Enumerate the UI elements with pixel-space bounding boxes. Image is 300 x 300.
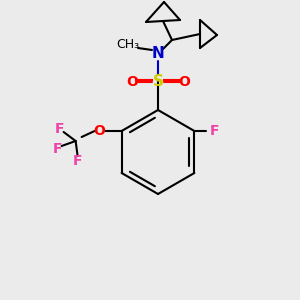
Text: N: N	[152, 46, 164, 62]
Text: O: O	[126, 75, 138, 89]
Text: O: O	[178, 75, 190, 89]
Text: F: F	[210, 124, 219, 138]
Text: F: F	[73, 154, 82, 168]
Text: CH₃: CH₃	[116, 38, 140, 50]
Text: S: S	[152, 74, 164, 89]
Text: F: F	[53, 142, 62, 156]
Text: F: F	[55, 122, 64, 136]
Text: O: O	[94, 124, 106, 138]
